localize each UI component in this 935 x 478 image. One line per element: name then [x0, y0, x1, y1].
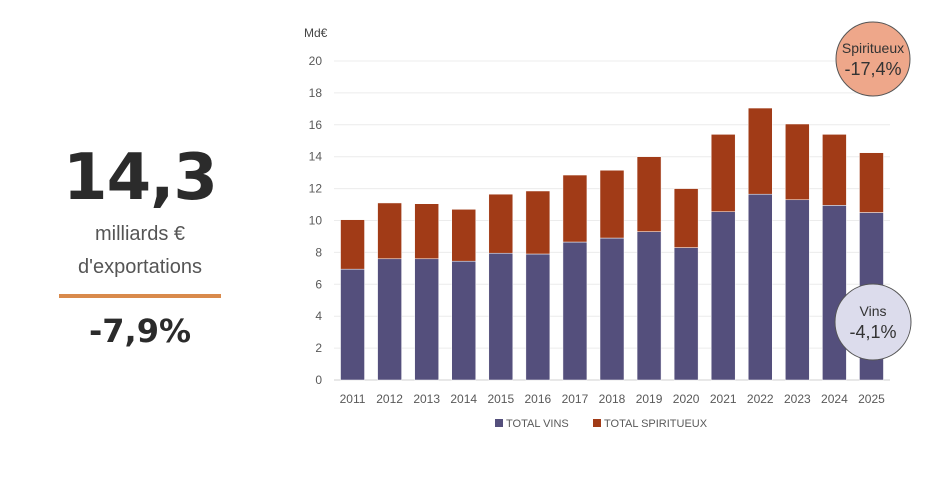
bar-spiritueux-2024[interactable] — [822, 134, 847, 206]
y-tick-label: 18 — [309, 86, 323, 100]
bar-vins-2016[interactable] — [525, 253, 551, 381]
x-tick-label: 2012 — [376, 392, 403, 406]
bar-vins-2012[interactable] — [377, 258, 402, 381]
bar-spiritueux-2011[interactable] — [340, 219, 365, 270]
bar-spiritueux-2025[interactable] — [859, 152, 884, 213]
bar-vins-2017[interactable] — [562, 241, 588, 381]
annotation-label-spiritueux: Spiritueux — [842, 40, 904, 56]
bar-vins-2013[interactable] — [414, 258, 439, 381]
bar-vins-2015[interactable] — [488, 252, 514, 381]
bar-spiritueux-2015[interactable] — [488, 193, 514, 254]
kpi-change: -7,9% — [88, 312, 192, 350]
x-tick-label: 2015 — [487, 392, 514, 406]
y-tick-label: 2 — [315, 341, 322, 355]
y-tick-label: 14 — [309, 150, 323, 164]
kpi-divider — [59, 294, 221, 298]
legend-swatch-vins[interactable] — [495, 419, 503, 427]
x-tick-label: 2017 — [562, 392, 589, 406]
annotation-value-vins: -4,1% — [849, 322, 896, 342]
y-tick-label: 0 — [315, 373, 322, 387]
y-tick-label: 10 — [309, 214, 323, 228]
x-tick-label: 2016 — [525, 392, 552, 406]
legend-label-spiritueux[interactable]: TOTAL SPIRITUEUX — [604, 418, 708, 430]
x-tick-label: 2018 — [599, 392, 626, 406]
kpi-unit-label: milliards € — [94, 223, 186, 245]
bar-vins-2018[interactable] — [599, 237, 625, 381]
y-tick-label: 8 — [315, 245, 322, 259]
x-tick-label: 2021 — [710, 392, 737, 406]
x-tick-label: 2022 — [747, 392, 774, 406]
bar-spiritueux-2014[interactable] — [451, 209, 476, 262]
bar-spiritueux-2013[interactable] — [414, 203, 439, 260]
bar-vins-2021[interactable] — [710, 211, 736, 381]
kpi-description: d'exportations — [78, 256, 202, 278]
bar-vins-2019[interactable] — [636, 231, 662, 381]
y-axis-unit: Md€ — [304, 26, 328, 40]
bar-spiritueux-2018[interactable] — [599, 170, 625, 239]
x-tick-label: 2025 — [858, 392, 885, 406]
y-tick-label: 12 — [309, 182, 323, 196]
bar-vins-2011[interactable] — [340, 268, 365, 381]
x-tick-label: 2011 — [340, 392, 366, 406]
y-tick-label: 4 — [315, 309, 322, 323]
bar-vins-2023[interactable] — [785, 199, 810, 381]
legend-label-vins[interactable]: TOTAL VINS — [506, 418, 569, 430]
bar-vins-2024[interactable] — [822, 205, 847, 381]
x-tick-label: 2024 — [821, 392, 848, 406]
bar-vins-2020[interactable] — [673, 247, 699, 381]
x-tick-label: 2020 — [673, 392, 700, 406]
bar-vins-2022[interactable] — [748, 193, 773, 381]
bar-spiritueux-2020[interactable] — [673, 188, 699, 248]
bar-spiritueux-2012[interactable] — [377, 202, 402, 260]
bar-spiritueux-2016[interactable] — [525, 190, 551, 255]
bar-spiritueux-2021[interactable] — [710, 134, 736, 212]
annotation-bubble-vins — [834, 283, 912, 361]
annotation-label-vins: Vins — [860, 303, 887, 319]
x-tick-label: 2019 — [636, 392, 663, 406]
bar-spiritueux-2023[interactable] — [785, 123, 810, 201]
kpi-value: 14,3 — [63, 141, 218, 215]
legend-swatch-spiritueux[interactable] — [593, 419, 601, 427]
y-tick-label: 20 — [309, 54, 323, 68]
bar-spiritueux-2017[interactable] — [562, 174, 588, 243]
kpi-panel: 14,3 milliards € d'exportations -7,9% — [40, 138, 240, 350]
bar-spiritueux-2022[interactable] — [748, 107, 773, 195]
y-tick-label: 16 — [309, 118, 323, 132]
x-tick-label: 2023 — [784, 392, 811, 406]
bar-vins-2014[interactable] — [451, 260, 476, 381]
bar-spiritueux-2019[interactable] — [636, 156, 662, 232]
x-tick-label: 2014 — [450, 392, 477, 406]
x-tick-label: 2013 — [413, 392, 440, 406]
annotation-bubble-spiritueux — [835, 21, 911, 97]
annotation-value-spiritueux: -17,4% — [844, 59, 901, 79]
y-tick-label: 6 — [315, 277, 322, 291]
